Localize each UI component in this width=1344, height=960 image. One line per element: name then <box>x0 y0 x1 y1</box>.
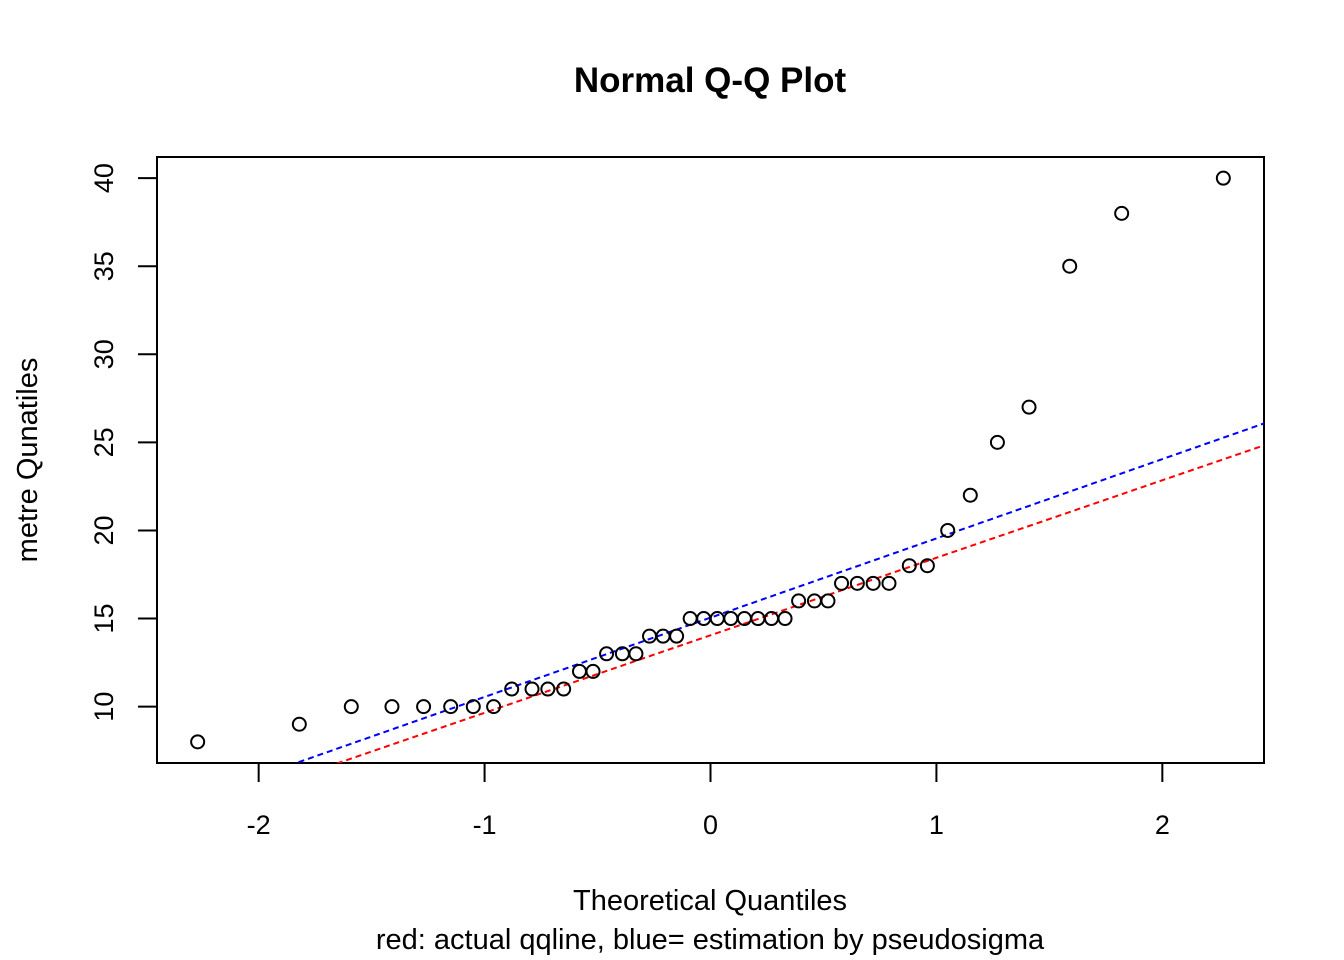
data-point <box>524 681 540 697</box>
red-qqline <box>335 444 1264 763</box>
data-point <box>486 699 502 715</box>
y-tick-label: 15 <box>89 604 119 634</box>
data-point <box>834 575 850 591</box>
data-point <box>585 663 601 679</box>
y-tick-label: 40 <box>89 163 119 193</box>
data-point <box>865 575 881 591</box>
data-point <box>556 681 572 697</box>
data-point <box>443 699 459 715</box>
data-point <box>628 646 644 662</box>
chart-subtitle: red: actual qqline, blue= estimation by … <box>376 924 1045 956</box>
x-tick-label: 2 <box>1155 810 1170 840</box>
data-point <box>343 699 359 715</box>
data-point <box>723 611 739 627</box>
data-point <box>682 611 698 627</box>
data-point <box>416 699 432 715</box>
chart-title: Normal Q-Q Plot <box>574 61 847 100</box>
x-axis: -2 -1 0 1 2 <box>247 762 1170 840</box>
data-points <box>190 170 1231 750</box>
data-point <box>919 558 935 574</box>
x-tick-label: 0 <box>703 810 718 840</box>
data-point <box>642 628 658 644</box>
y-tick-label: 35 <box>89 251 119 281</box>
data-point <box>384 699 400 715</box>
data-point <box>820 593 836 609</box>
reference-lines <box>293 422 1264 763</box>
data-point <box>777 611 793 627</box>
data-point <box>849 575 865 591</box>
data-point <box>1215 170 1231 186</box>
data-point <box>1021 399 1037 415</box>
data-point <box>540 681 556 697</box>
data-point <box>571 663 587 679</box>
x-tick-label: 1 <box>929 810 944 840</box>
x-axis-title: Theoretical Quantiles <box>573 885 847 917</box>
data-point <box>881 575 897 591</box>
y-tick-label: 10 <box>89 692 119 722</box>
data-point <box>504 681 520 697</box>
data-point <box>940 522 956 538</box>
data-point <box>989 434 1005 450</box>
x-tick-label: -2 <box>247 810 271 840</box>
data-point <box>709 611 725 627</box>
data-point <box>1114 205 1130 221</box>
data-point <box>599 646 615 662</box>
data-point <box>190 734 206 750</box>
data-point <box>1062 258 1078 274</box>
x-tick-label: -1 <box>473 810 497 840</box>
y-axis-title: metre Qunatiles <box>12 358 44 563</box>
y-tick-label: 30 <box>89 339 119 369</box>
data-point <box>791 593 807 609</box>
y-axis: 10 15 20 25 30 35 40 <box>89 163 158 722</box>
data-point <box>962 487 978 503</box>
plot-frame <box>156 156 1265 764</box>
y-tick-label: 20 <box>89 515 119 545</box>
data-point <box>901 558 917 574</box>
data-point <box>669 628 685 644</box>
blue-pseudosigma-line <box>293 422 1264 763</box>
data-point <box>465 699 481 715</box>
y-tick-label: 25 <box>89 427 119 457</box>
data-point <box>291 716 307 732</box>
data-point <box>763 611 779 627</box>
